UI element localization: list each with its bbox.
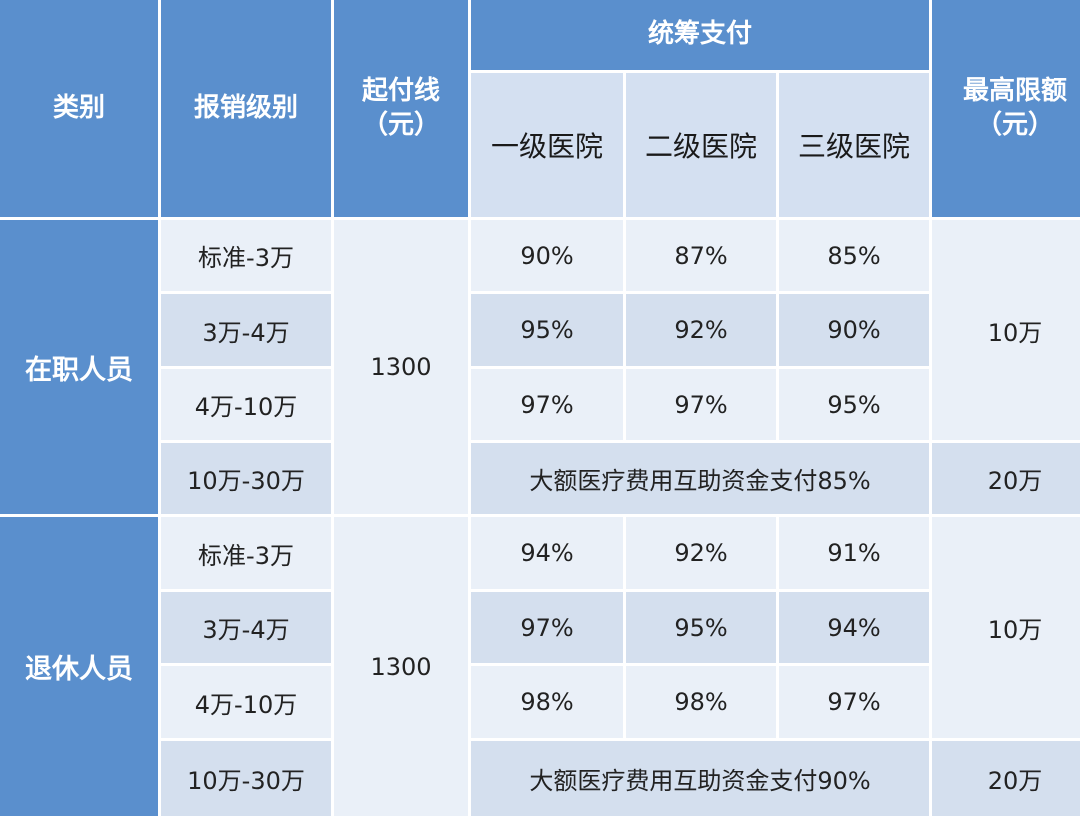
rate-value: 92% — [674, 316, 728, 344]
deductible-retired-value: 1300 — [370, 652, 432, 681]
level-label: 3万-4万 — [202, 318, 290, 347]
header-category: 类别 — [0, 0, 158, 217]
deductible-employed-value: 1300 — [370, 353, 432, 381]
rate-value: 97% — [674, 390, 728, 419]
deductible-retired: 1300 — [334, 517, 468, 816]
level-label: 标准-3万 — [198, 244, 294, 272]
header-level: 报销级别 — [161, 0, 331, 217]
header-deductible: 起付线 （元） — [334, 0, 468, 217]
header-hospital-level-3-label: 三级医院 — [797, 130, 910, 163]
rate-value: 90% — [827, 316, 881, 344]
limit-value: 20万 — [987, 767, 1043, 795]
limit-cell: 20万 — [932, 443, 1080, 514]
rate-cell: 95% — [626, 592, 776, 663]
level-label: 4万-10万 — [194, 690, 298, 719]
rate-cell: 92% — [626, 294, 776, 366]
table-row-level: 4万-10万 — [161, 666, 331, 738]
large-medical-fund-text: 大额医疗费用互助资金支付90% — [529, 767, 871, 795]
group-retired: 退休人员 — [0, 517, 158, 816]
table-row-level: 10万-30万 — [161, 741, 331, 816]
table-row-level: 10万-30万 — [161, 443, 331, 514]
limit-cell: 10万 — [932, 220, 1080, 440]
rate-value: 90% — [520, 241, 574, 270]
rate-value: 87% — [674, 241, 728, 270]
rate-cell: 97% — [779, 666, 929, 738]
header-max-limit: 最高限额 （元） — [932, 0, 1080, 217]
rate-value: 91% — [827, 539, 881, 567]
rate-value: 92% — [674, 539, 728, 567]
header-pooled-label: 统筹支付 — [647, 19, 752, 50]
rate-cell: 98% — [626, 666, 776, 738]
rate-cell: 92% — [626, 517, 776, 589]
limit-value: 10万 — [987, 318, 1043, 347]
rate-value: 97% — [827, 688, 881, 716]
rate-cell: 85% — [779, 220, 929, 291]
table-row-level: 标准-3万 — [161, 220, 331, 291]
rate-value: 94% — [520, 539, 574, 567]
rate-cell: 94% — [779, 592, 929, 663]
rate-value: 95% — [520, 316, 574, 344]
header-max-limit-label: 最高限额 （元） — [962, 75, 1067, 140]
level-label: 标准-3万 — [198, 541, 294, 570]
header-level-label: 报销级别 — [193, 92, 298, 123]
header-category-label: 类别 — [52, 92, 105, 123]
header-deductible-label: 起付线 （元） — [361, 75, 440, 140]
table-row-level: 标准-3万 — [161, 517, 331, 589]
header-hospital-level-1: 一级医院 — [471, 73, 623, 217]
rate-value: 85% — [827, 241, 881, 270]
level-label: 4万-10万 — [194, 393, 298, 421]
group-retired-label: 退休人员 — [25, 654, 133, 685]
rate-cell: 95% — [471, 294, 623, 366]
level-label: 10万-30万 — [187, 767, 305, 795]
level-label: 3万-4万 — [202, 616, 290, 644]
limit-value: 20万 — [987, 467, 1043, 495]
header-hospital-level-3: 三级医院 — [779, 73, 929, 217]
rate-value: 95% — [674, 613, 728, 642]
rate-cell: 90% — [471, 220, 623, 291]
rate-cell: 87% — [626, 220, 776, 291]
rate-cell: 91% — [779, 517, 929, 589]
level-label: 10万-30万 — [187, 467, 305, 495]
header-hospital-level-1-label: 一级医院 — [490, 130, 603, 163]
rate-cell: 94% — [471, 517, 623, 589]
rate-cell: 97% — [471, 369, 623, 440]
header-hospital-level-2: 二级医院 — [626, 73, 776, 217]
group-employed: 在职人员 — [0, 220, 158, 514]
large-medical-fund-cell: 大额医疗费用互助资金支付90% — [471, 741, 929, 816]
rate-value: 98% — [520, 688, 574, 716]
rate-value: 98% — [674, 688, 728, 716]
table-row-level: 3万-4万 — [161, 294, 331, 366]
rate-value: 94% — [827, 613, 881, 642]
header-hospital-level-2-label: 二级医院 — [644, 130, 757, 163]
large-medical-fund-text: 大额医疗费用互助资金支付85% — [529, 467, 871, 495]
rate-value: 95% — [827, 390, 881, 419]
rate-cell: 90% — [779, 294, 929, 366]
rate-cell: 98% — [471, 666, 623, 738]
rate-cell: 97% — [626, 369, 776, 440]
rate-value: 97% — [520, 390, 574, 419]
limit-cell: 10万 — [932, 517, 1080, 738]
table-row-level: 4万-10万 — [161, 369, 331, 440]
header-pooled-payment: 统筹支付 — [471, 0, 929, 70]
limit-cell: 20万 — [932, 741, 1080, 816]
rate-value: 97% — [520, 613, 574, 642]
limit-value: 10万 — [987, 616, 1043, 644]
rate-cell: 95% — [779, 369, 929, 440]
group-employed-label: 在职人员 — [25, 354, 133, 386]
large-medical-fund-cell: 大额医疗费用互助资金支付85% — [471, 443, 929, 514]
table-row-level: 3万-4万 — [161, 592, 331, 663]
deductible-employed: 1300 — [334, 220, 468, 514]
rate-cell: 97% — [471, 592, 623, 663]
